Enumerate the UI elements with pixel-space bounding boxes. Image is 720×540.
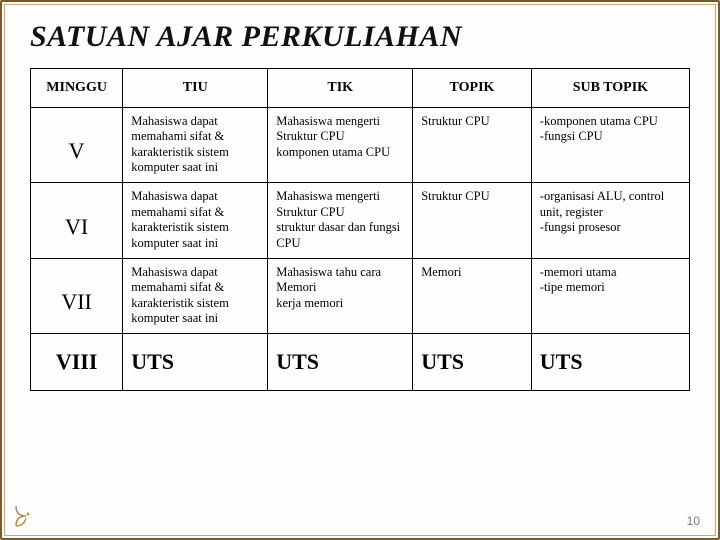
cell-tiu: Mahasiswa dapat memahami sifat & karakte… bbox=[123, 258, 268, 334]
cell-tik: Mahasiswa tahu cara Memorikerja memori bbox=[268, 258, 413, 334]
cell-sub: -komponen utama CPU-fungsi CPU bbox=[531, 107, 689, 183]
cell-sub: UTS bbox=[531, 334, 689, 391]
cell-tik: UTS bbox=[268, 334, 413, 391]
col-header-tiu: TIU bbox=[123, 69, 268, 108]
cell-tiu: Mahasiswa dapat memahami sifat & karakte… bbox=[123, 107, 268, 183]
corner-ornament-icon bbox=[14, 502, 40, 528]
slide-frame: SATUAN AJAR PERKULIAHAN MINGGU TIU TIK T… bbox=[0, 0, 720, 540]
cell-week: VII bbox=[31, 258, 123, 334]
table-row: V Mahasiswa dapat memahami sifat & karak… bbox=[31, 107, 690, 183]
cell-topik: Memori bbox=[413, 258, 532, 334]
cell-sub: -memori utama-tipe memori bbox=[531, 258, 689, 334]
col-header-sub: SUB TOPIK bbox=[531, 69, 689, 108]
cell-tiu: Mahasiswa dapat memahami sifat & karakte… bbox=[123, 183, 268, 259]
table-body: V Mahasiswa dapat memahami sifat & karak… bbox=[31, 107, 690, 390]
cell-topik: Struktur CPU bbox=[413, 183, 532, 259]
col-header-tik: TIK bbox=[268, 69, 413, 108]
cell-week: V bbox=[31, 107, 123, 183]
cell-week: VIII bbox=[31, 334, 123, 391]
cell-topik: Struktur CPU bbox=[413, 107, 532, 183]
col-header-minggu: MINGGU bbox=[31, 69, 123, 108]
page-number: 10 bbox=[687, 514, 700, 528]
cell-tiu: UTS bbox=[123, 334, 268, 391]
table-row-uts: VIII UTS UTS UTS UTS bbox=[31, 334, 690, 391]
cell-tik: Mahasiswa mengerti Struktur CPUkomponen … bbox=[268, 107, 413, 183]
table-header-row: MINGGU TIU TIK TOPIK SUB TOPIK bbox=[31, 69, 690, 108]
table-row: VI Mahasiswa dapat memahami sifat & kara… bbox=[31, 183, 690, 259]
col-header-topik: TOPIK bbox=[413, 69, 532, 108]
cell-week: VI bbox=[31, 183, 123, 259]
table-row: VII Mahasiswa dapat memahami sifat & kar… bbox=[31, 258, 690, 334]
syllabus-table: MINGGU TIU TIK TOPIK SUB TOPIK V Mahasis… bbox=[30, 68, 690, 391]
cell-sub: -organisasi ALU, controlunit, register-f… bbox=[531, 183, 689, 259]
page-title: SATUAN AJAR PERKULIAHAN bbox=[30, 20, 690, 54]
cell-tik: Mahasiswa mengerti Struktur CPUstruktur … bbox=[268, 183, 413, 259]
cell-topik: UTS bbox=[413, 334, 532, 391]
